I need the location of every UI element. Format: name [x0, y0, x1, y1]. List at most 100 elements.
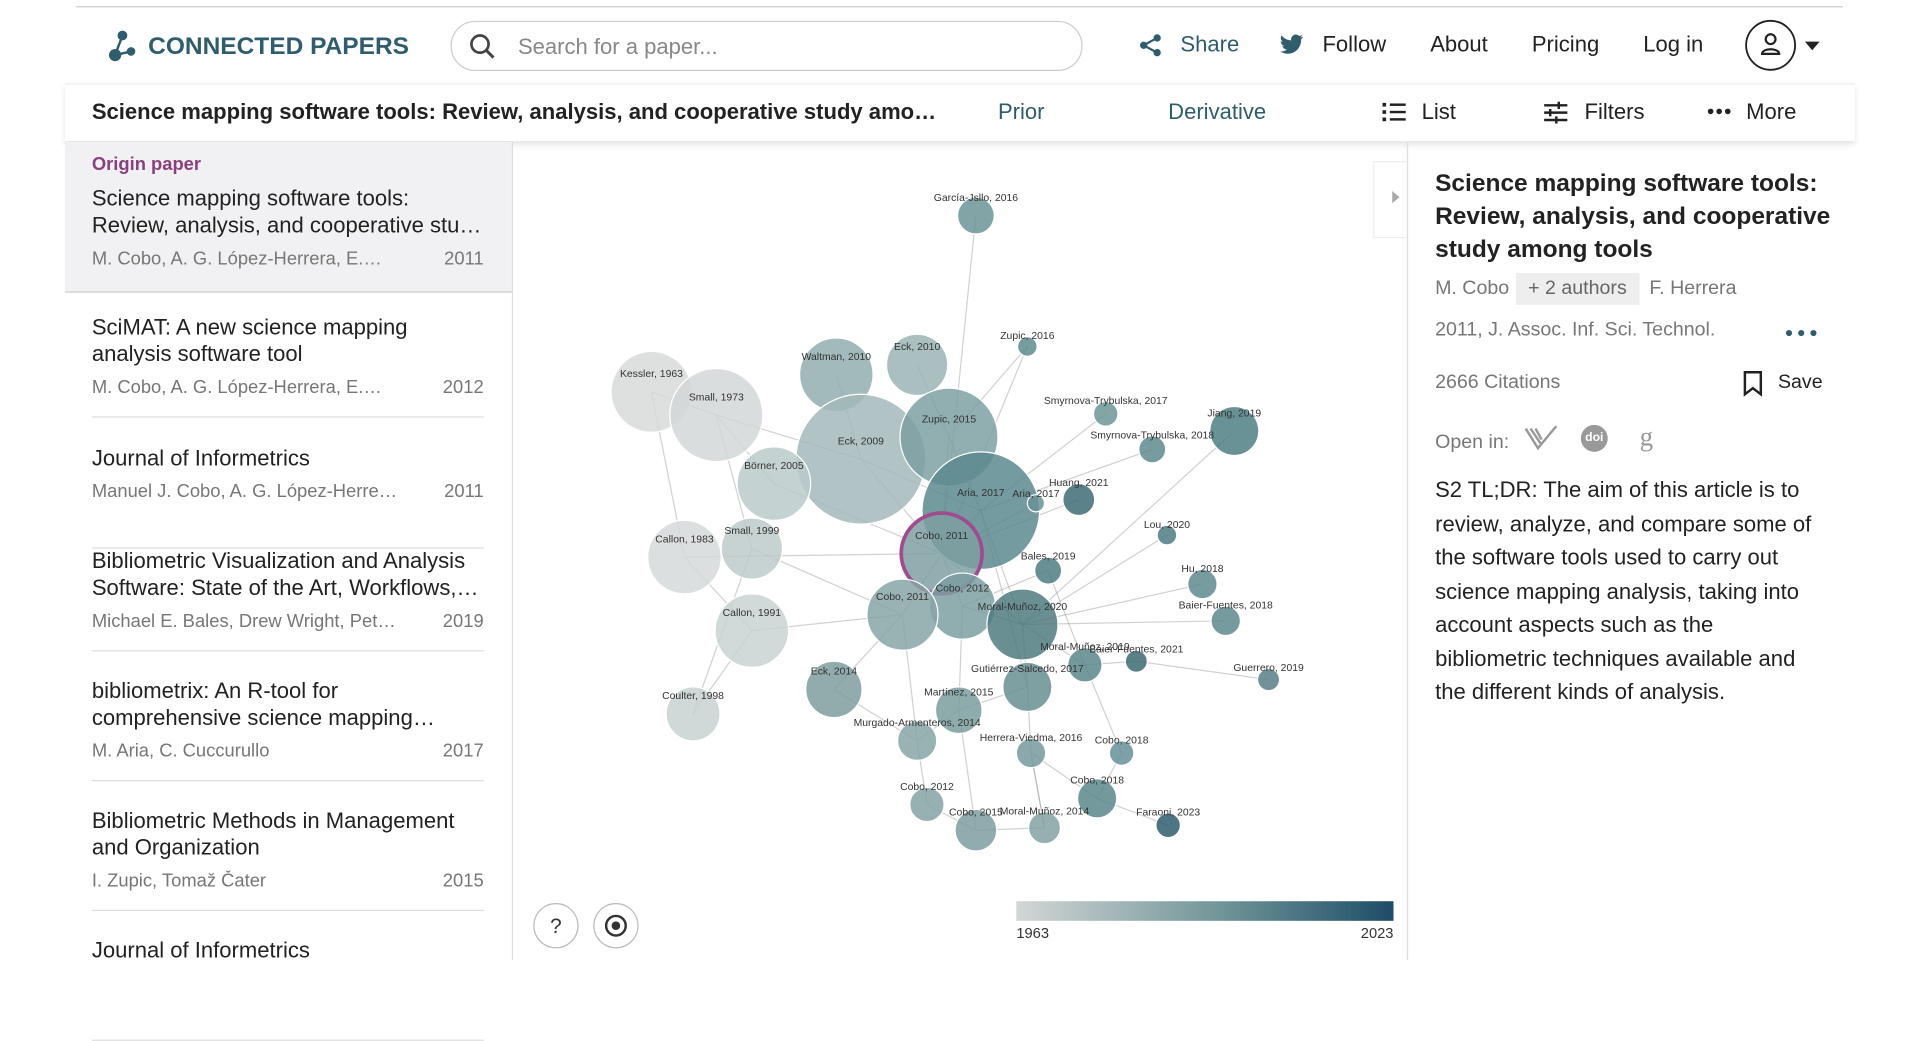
- paper-node[interactable]: [1002, 661, 1053, 713]
- paper-authors: Manuel J. Cobo, A. G. López-Herrera, E.…: [91, 481, 398, 503]
- node-label: Cobo, 2011: [876, 592, 929, 603]
- paper-node[interactable]: [1187, 568, 1218, 600]
- paper-node[interactable]: [1092, 401, 1119, 427]
- node-label: Hu, 2018: [1181, 564, 1223, 575]
- node-label: Faraoni, 2023: [1136, 808, 1200, 819]
- paper-node[interactable]: [934, 686, 983, 735]
- account-button[interactable]: [1745, 19, 1826, 71]
- paper-node[interactable]: [1016, 336, 1038, 357]
- paper-node[interactable]: [986, 588, 1059, 661]
- paper-year: 2019: [442, 611, 484, 632]
- paper-node[interactable]: [896, 720, 938, 762]
- save-button[interactable]: Save: [1777, 372, 1823, 394]
- collapse-tab[interactable]: [1373, 161, 1406, 239]
- paper-node[interactable]: [1138, 435, 1167, 464]
- paper-meta: M. Aria, C. Cuccurullo 2017: [92, 741, 484, 762]
- paper-meta: Manuel J. Cobo, A. G. López-Herrera, E.……: [92, 481, 484, 502]
- node-label: Martínez, 2015: [924, 688, 994, 699]
- help-button[interactable]: [533, 903, 579, 949]
- more-authors[interactable]: + 2 authors: [1515, 273, 1639, 305]
- tab-prior[interactable]: Prior: [997, 99, 1045, 124]
- paper-title: Journal of Informetrics: [91, 937, 310, 963]
- list-icon: [1382, 102, 1406, 122]
- paper-node[interactable]: [954, 808, 998, 852]
- paper-node[interactable]: [1034, 556, 1063, 585]
- paper-node[interactable]: [1067, 647, 1103, 683]
- detail-more[interactable]: [1785, 329, 1817, 337]
- filters-icon: [1544, 101, 1568, 124]
- node-label: Baier-Fuentes, 2018: [1179, 601, 1273, 612]
- node-label: Huang, 2021: [1049, 478, 1109, 489]
- paper-node[interactable]: [714, 593, 790, 668]
- paper-node[interactable]: [647, 519, 722, 595]
- detail-first-author[interactable]: M. Cobo: [1435, 277, 1510, 299]
- paper-node[interactable]: [1156, 524, 1178, 546]
- paper-node[interactable]: [1062, 483, 1096, 517]
- node-label: Eck, 2009: [838, 436, 884, 447]
- graph-edge: [1022, 430, 1235, 625]
- paper-node[interactable]: [1026, 494, 1046, 513]
- paper-node[interactable]: [1210, 605, 1242, 637]
- action-filters[interactable]: Filters: [1584, 99, 1645, 124]
- paper-node[interactable]: [866, 578, 939, 651]
- logo-text[interactable]: CONNECTED PAPERS: [148, 33, 409, 61]
- node-label: Börner, 2005: [744, 461, 804, 472]
- paper-item[interactable]: Science mapping software tools: Review, …: [92, 185, 484, 278]
- paper-node[interactable]: [956, 196, 995, 235]
- node-label: Guerrero, 2019: [1233, 663, 1304, 674]
- nav-about[interactable]: About: [1430, 31, 1488, 57]
- collapse-arrow: [1392, 191, 1400, 204]
- paper-item[interactable]: bibliometrix: An R-tool for comprehensiv…: [91, 677, 484, 782]
- paper-node[interactable]: [885, 333, 949, 397]
- search-box[interactable]: Search for a paper...: [450, 20, 1083, 72]
- paper-node[interactable]: [1256, 667, 1281, 692]
- app: CONNECTED PAPERS Search for a paper... S…: [64, 6, 1856, 1041]
- paper-item[interactable]: Bibliometric Visualization and Analysis …: [91, 547, 484, 652]
- nav-follow[interactable]: Follow: [1322, 31, 1387, 57]
- node-label: Jiang, 2019: [1207, 408, 1261, 419]
- paper-node[interactable]: [1027, 811, 1062, 845]
- year-colorbar: [1016, 901, 1394, 921]
- action-more[interactable]: More: [1746, 99, 1797, 124]
- paper-authors: M. Aria, C. Cuccurullo: [91, 740, 270, 762]
- paper-node[interactable]: [669, 367, 764, 463]
- paper-node[interactable]: [1209, 405, 1260, 457]
- s2-icon[interactable]: [1523, 424, 1560, 453]
- paper-node[interactable]: [1015, 737, 1047, 769]
- node-label: Murgado-Armenteros, 2014: [854, 718, 981, 729]
- paper-node[interactable]: [1124, 649, 1148, 673]
- paper-node[interactable]: [736, 446, 812, 522]
- paper-meta: I. Zupic, Tomaž Čater 2015: [92, 871, 484, 892]
- paper-item[interactable]: Bibliometric Methods in Management and O…: [91, 807, 484, 912]
- nav-login[interactable]: Log in: [1643, 31, 1704, 57]
- nav-pricing[interactable]: Pricing: [1531, 31, 1600, 57]
- paper-node[interactable]: [1076, 778, 1118, 819]
- scholar-icon[interactable]: g: [1636, 422, 1665, 454]
- paper-node[interactable]: [909, 786, 945, 823]
- detail-last-author[interactable]: F. Herrera: [1649, 277, 1737, 299]
- action-list[interactable]: List: [1421, 99, 1456, 124]
- paper-item[interactable]: Journal of Informetrics: [91, 937, 484, 1041]
- node-label: Kessler, 1963: [620, 369, 683, 380]
- paper-authors: M. Cobo, A. G. López-Herrera, E.…: [91, 377, 382, 398]
- logo-icon: [108, 30, 136, 62]
- node-label: Cobo, 2018: [1070, 776, 1124, 787]
- doi-link[interactable]: doi: [1580, 424, 1608, 452]
- node-label: Waltman, 2010: [802, 352, 872, 363]
- paper-node[interactable]: [720, 517, 784, 580]
- paper-item[interactable]: Journal of Informetrics Manuel J. Cobo, A…: [91, 444, 484, 549]
- paper-node[interactable]: [665, 686, 721, 742]
- node-label: Coulter, 1998: [662, 691, 724, 702]
- search-icon: [470, 34, 495, 59]
- paper-node[interactable]: [1155, 812, 1182, 839]
- paper-title: Science mapping software tools: Review, …: [91, 186, 482, 238]
- paper-item[interactable]: SciMAT: A new science mapping analysis s…: [91, 313, 484, 418]
- nav-share[interactable]: Share: [1180, 31, 1240, 57]
- node-label: Eck, 2014: [811, 667, 857, 678]
- paper-meta: M. Cobo, A. G. López-Herrera, E.… 2012: [92, 377, 484, 398]
- list-divider: [511, 142, 514, 961]
- paper-node[interactable]: [1108, 740, 1135, 766]
- tab-derivative[interactable]: Derivative: [1168, 99, 1267, 124]
- paper-node[interactable]: [805, 660, 863, 719]
- svg-text:g: g: [1640, 422, 1653, 451]
